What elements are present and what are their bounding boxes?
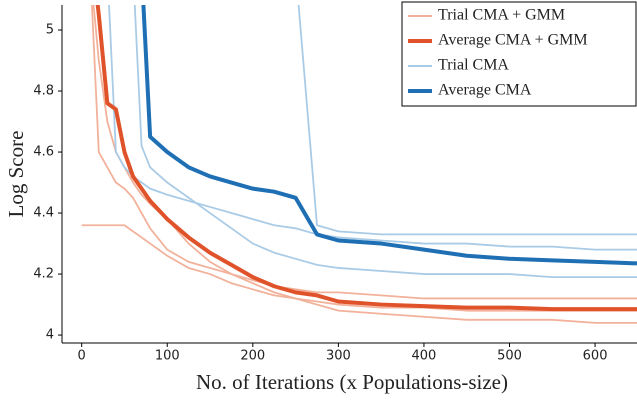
legend-label: Average CMA: [438, 82, 532, 99]
legend-label: Average CMA + GMM: [438, 32, 588, 49]
x-axis-label: No. of Iterations (x Populations-size): [196, 370, 508, 394]
x-tick-label: 200: [240, 349, 265, 364]
y-tick-label: 4.6: [33, 145, 54, 160]
average-line: [141, 5, 637, 266]
plot-area: [81, 5, 637, 324]
trial-line: [297, 5, 637, 236]
y-tick-label: 4.8: [33, 84, 54, 99]
y-tick-label: 4.2: [33, 267, 54, 282]
legend-label: Trial CMA: [438, 57, 509, 74]
x-tick-label: 100: [155, 349, 180, 364]
x-tick-label: 500: [497, 349, 522, 364]
legend-box: [401, 1, 637, 107]
y-tick-label: 4.4: [33, 206, 54, 221]
x-tick-label: 400: [412, 349, 437, 364]
trial-line: [133, 5, 637, 279]
trial-line: [91, 5, 637, 300]
x-tick-label: 0: [78, 349, 86, 364]
legend-label: Trial CMA + GMM: [438, 7, 565, 24]
y-tick-label: 4: [46, 328, 54, 343]
average-line: [95, 5, 637, 312]
y-tick-label: 5: [46, 23, 54, 38]
x-tick-label: 300: [326, 349, 351, 364]
x-tick-label: 600: [583, 349, 608, 364]
y-axis-label: Log Score: [4, 131, 28, 218]
trial-line: [81, 224, 637, 324]
